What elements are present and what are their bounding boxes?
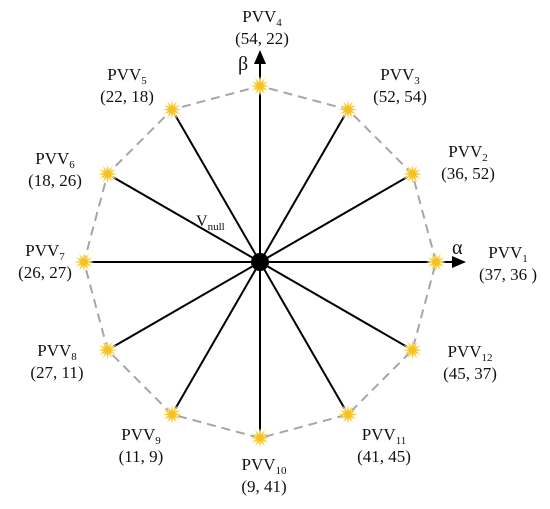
alpha-arrow-head bbox=[452, 256, 466, 268]
beta-arrow-head bbox=[254, 50, 266, 64]
coords-pvv-11: (41, 45) bbox=[357, 447, 411, 466]
coords-pvv-7: (26, 27) bbox=[18, 263, 72, 282]
coords-pvv-1: (37, 36 ) bbox=[479, 265, 537, 284]
spoke-lines bbox=[84, 109, 413, 438]
spoke-pvv-3 bbox=[259, 109, 349, 263]
coords-pvv-12: (45, 37) bbox=[443, 364, 497, 383]
star-pvv-4 bbox=[250, 76, 270, 96]
spoke-pvv-11 bbox=[259, 261, 349, 415]
label-pvv-1: PVV1 bbox=[488, 243, 528, 265]
coords-pvv-6: (18, 26) bbox=[28, 171, 82, 190]
coords-pvv-5: (22, 18) bbox=[100, 87, 154, 106]
spoke-pvv-2 bbox=[259, 173, 413, 263]
coords-pvv-2: (36, 52) bbox=[441, 164, 495, 183]
star-pvv-3 bbox=[338, 99, 358, 120]
spoke-pvv-8 bbox=[107, 261, 261, 351]
star-pvv-2 bbox=[402, 164, 423, 184]
star-pvv-5 bbox=[162, 99, 182, 120]
star-pvv-11 bbox=[338, 404, 358, 425]
axis-arrows bbox=[254, 50, 466, 268]
coords-pvv-4: (54, 22) bbox=[235, 29, 289, 48]
null-vector-label: Vnull bbox=[196, 213, 225, 233]
vector-labels: PVV1(37, 36 ) PVV2(36, 52) PVV3(52, 54) PVV… bbox=[18, 7, 537, 496]
beta-axis-label: β bbox=[238, 53, 248, 75]
star-pvv-6 bbox=[97, 164, 118, 184]
label-pvv-7: PVV7 bbox=[25, 241, 65, 263]
label-pvv-4: PVV4 bbox=[242, 7, 282, 29]
label-pvv-6: PVV6 bbox=[35, 149, 75, 171]
spoke-pvv-5 bbox=[171, 109, 261, 263]
coords-pvv-3: (52, 54) bbox=[373, 87, 427, 106]
label-pvv-9: PVV9 bbox=[121, 425, 161, 447]
coords-pvv-10: (9, 41) bbox=[241, 477, 286, 496]
spoke-pvv-6 bbox=[107, 173, 261, 263]
spoke-pvv-12 bbox=[259, 261, 413, 351]
star-pvv-1 bbox=[426, 252, 446, 272]
star-pvv-10 bbox=[250, 428, 270, 448]
star-pvv-9 bbox=[162, 404, 182, 425]
label-pvv-12: PVV12 bbox=[447, 342, 492, 364]
label-pvv-5: PVV5 bbox=[107, 65, 147, 87]
label-pvv-2: PVV2 bbox=[448, 142, 488, 164]
coords-pvv-9: (11, 9) bbox=[119, 447, 164, 466]
alpha-axis-label: α bbox=[452, 237, 463, 259]
null-vector-label-sub: null bbox=[208, 221, 225, 233]
star-pvv-12 bbox=[402, 340, 423, 360]
label-pvv-11: PVV11 bbox=[362, 425, 407, 447]
spoke-pvv-9 bbox=[171, 261, 261, 415]
label-pvv-3: PVV3 bbox=[380, 65, 420, 87]
null-vector-dot bbox=[251, 253, 269, 271]
star-pvv-7 bbox=[74, 252, 94, 272]
star-pvv-8 bbox=[97, 340, 118, 360]
label-pvv-10: PVV10 bbox=[241, 455, 287, 477]
label-pvv-8: PVV8 bbox=[37, 341, 77, 363]
vector-endpoint-stars bbox=[74, 76, 446, 448]
null-vector-label-main: V bbox=[196, 213, 208, 230]
coords-pvv-8: (27, 11) bbox=[30, 363, 83, 382]
